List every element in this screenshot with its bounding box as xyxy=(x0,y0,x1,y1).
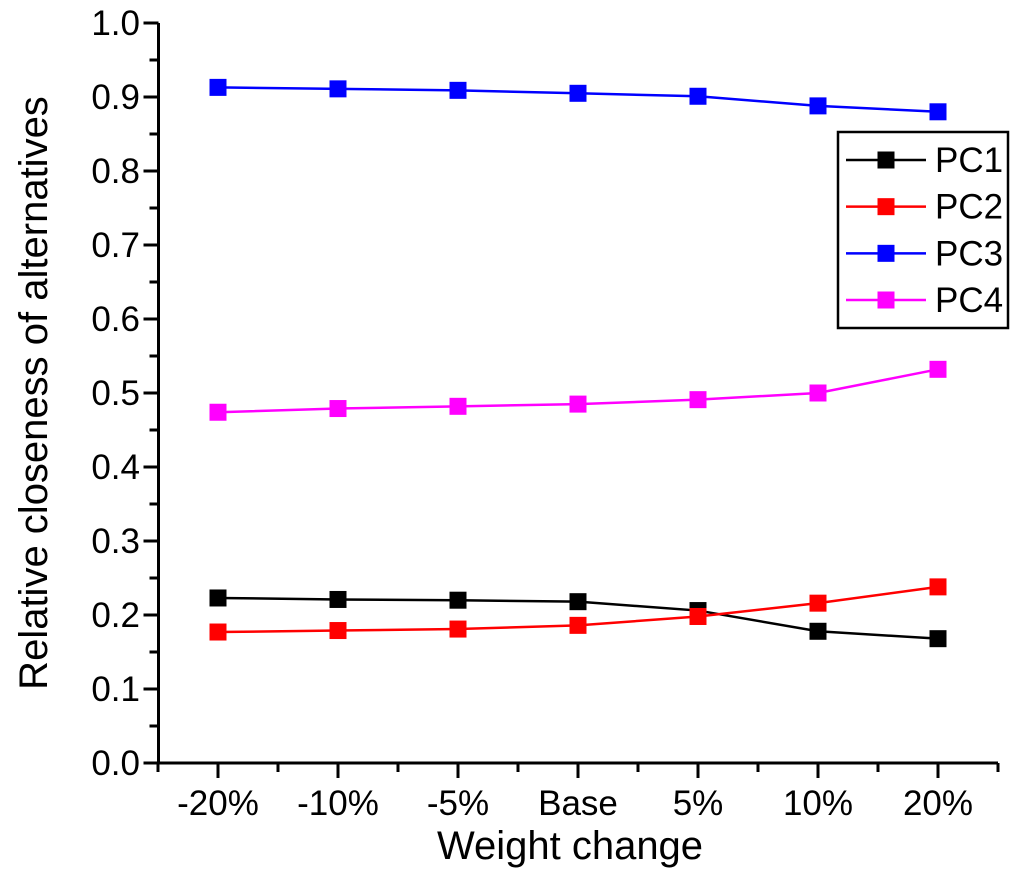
legend-label-PC3: PC3 xyxy=(935,234,1003,273)
legend-label-PC4: PC4 xyxy=(935,281,1003,320)
x-tick-label--5%: -5% xyxy=(427,784,489,823)
data-point-PC3-Base xyxy=(569,84,587,102)
y-tick-labels: 0.0 0.1 0.2 0.3 0.4 0.5 0.6 0.7 0.8 0.9 1.0 xyxy=(91,4,140,783)
legend-entry-PC3: PC3 xyxy=(846,234,1003,273)
x-tick-label--10%: -10% xyxy=(297,784,379,823)
y-tick-label-0.6: 0.6 xyxy=(91,300,140,339)
data-point-PC4-Base xyxy=(569,395,587,413)
x-axis-title: Weight change xyxy=(436,824,704,868)
data-point-PC1--5% xyxy=(449,591,467,609)
data-point-PC3--5% xyxy=(449,81,467,99)
data-point-PC2-20% xyxy=(929,578,947,596)
y-tick-label-0.0: 0.0 xyxy=(91,744,140,783)
data-point-PC1-10% xyxy=(809,622,827,640)
legend: PC1 PC2 PC3 PC4 xyxy=(836,130,1010,330)
x-tick-label-20%: 20% xyxy=(903,784,973,823)
data-point-PC4--5% xyxy=(449,397,467,415)
legend-label-PC1: PC1 xyxy=(935,141,1003,180)
axes xyxy=(143,21,1000,778)
legend-marker-PC2 xyxy=(877,198,895,216)
data-point-PC3-5% xyxy=(689,87,707,105)
series-PC4 xyxy=(209,360,947,421)
data-point-PC1--10% xyxy=(329,590,347,608)
data-point-PC3-10% xyxy=(809,97,827,115)
legend-entry-PC2: PC2 xyxy=(846,188,1003,227)
legend-label-PC2: PC2 xyxy=(935,188,1003,227)
x-tick-label--20%: -20% xyxy=(177,784,259,823)
series-PC3 xyxy=(209,78,947,121)
data-point-PC1--20% xyxy=(209,589,227,607)
legend-box xyxy=(836,130,1010,330)
data-point-PC1-20% xyxy=(929,630,947,648)
y-tick-label-0.1: 0.1 xyxy=(91,670,140,709)
y-tick-label-0.5: 0.5 xyxy=(91,374,140,413)
legend-entry-PC4: PC4 xyxy=(846,281,1003,320)
data-point-PC2-5% xyxy=(689,607,707,625)
data-point-PC2--20% xyxy=(209,623,227,641)
x-tick-label-10%: 10% xyxy=(783,784,853,823)
legend-marker-PC3 xyxy=(877,244,895,262)
y-tick-label-0.4: 0.4 xyxy=(91,448,140,487)
x-tick-label-Base: Base xyxy=(538,784,618,823)
y-tick-label-0.3: 0.3 xyxy=(91,522,140,561)
data-point-PC2-10% xyxy=(809,594,827,612)
data-point-PC2--10% xyxy=(329,622,347,640)
data-point-PC3--20% xyxy=(209,78,227,96)
legend-marker-PC4 xyxy=(877,291,895,309)
data-point-PC3-20% xyxy=(929,103,947,121)
y-tick-label-0.7: 0.7 xyxy=(91,226,140,265)
y-tick-label-0.8: 0.8 xyxy=(91,152,140,191)
legend-marker-PC1 xyxy=(877,151,895,169)
data-point-PC4-10% xyxy=(809,384,827,402)
y-tick-label-0.2: 0.2 xyxy=(91,596,140,635)
data-point-PC4--20% xyxy=(209,403,227,421)
data-point-PC4--10% xyxy=(329,400,347,418)
y-axis-title: Relative closeness of alternatives xyxy=(12,96,56,690)
x-tick-label-5%: 5% xyxy=(673,784,724,823)
y-tick-label-1.0: 1.0 xyxy=(91,4,140,43)
data-point-PC2--5% xyxy=(449,620,467,638)
legend-entry-PC1: PC1 xyxy=(846,141,1003,180)
series-PC2 xyxy=(209,578,947,641)
y-tick-label-0.9: 0.9 xyxy=(91,78,140,117)
data-point-PC4-5% xyxy=(689,391,707,409)
data-point-PC2-Base xyxy=(569,616,587,634)
data-point-PC1-Base xyxy=(569,593,587,611)
x-tick-labels: -20% -10% -5% Base 5% 10% 20% xyxy=(177,784,973,823)
data-point-PC3--10% xyxy=(329,80,347,98)
data-point-PC4-20% xyxy=(929,360,947,378)
